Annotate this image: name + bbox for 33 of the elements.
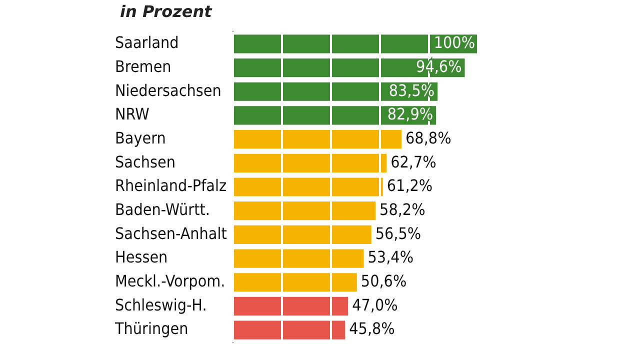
y-tick-label: Sachsen: [115, 152, 176, 172]
y-tick-label: Thüringen: [114, 319, 188, 338]
data-label: 53,4%: [368, 248, 414, 267]
bar: [234, 130, 402, 149]
bar: [234, 249, 364, 268]
bar: [234, 178, 383, 196]
bar: [234, 320, 346, 340]
y-tick-label: Saarland: [115, 33, 179, 52]
y-tick-label: Niedersachsen: [115, 80, 222, 100]
y-tick-label: Meckl.-Vorpom.: [115, 272, 226, 291]
bar: [234, 202, 376, 220]
data-label: 56,5%: [375, 224, 422, 243]
bar: [234, 154, 387, 172]
data-label: 50,6%: [360, 272, 407, 291]
bar: [234, 296, 348, 316]
data-label: 47,0%: [352, 295, 398, 314]
y-tick-label: NRW: [115, 104, 150, 124]
data-label: 100%: [434, 33, 475, 52]
bar: [234, 225, 372, 244]
data-label: 62,7%: [390, 152, 436, 172]
chart-title: in Prozent: [120, 2, 212, 21]
y-tick-label: Hessen: [115, 248, 168, 267]
data-label: 68,8%: [406, 128, 452, 148]
data-label: 58,2%: [380, 200, 426, 219]
y-tick-label: Rheinland-Pfalz: [115, 176, 227, 196]
data-label: 45,8%: [349, 319, 395, 338]
y-tick-label: Bayern: [115, 128, 166, 148]
bar: [234, 273, 357, 292]
y-tick-label: Schleswig-H.: [115, 295, 207, 314]
y-tick-label: Bremen: [115, 56, 172, 76]
y-tick-label: Baden-Württ.: [115, 200, 210, 219]
data-label: 61,2%: [386, 176, 433, 196]
y-tick-label: Sachsen-Anhalt: [115, 224, 228, 243]
